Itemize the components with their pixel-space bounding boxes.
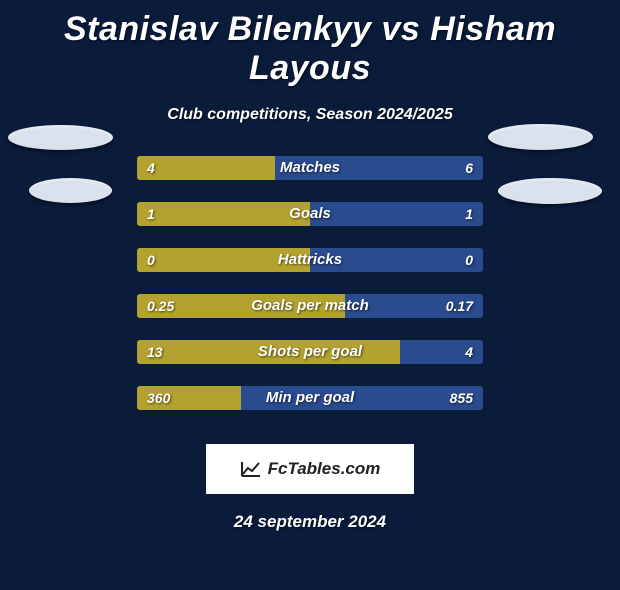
stat-row: Hattricks00	[0, 248, 620, 294]
page-subtitle: Club competitions, Season 2024/2025	[0, 106, 620, 124]
stat-value-right: 0	[465, 248, 473, 272]
page-title: Stanislav Bilenkyy vs Hisham Layous	[0, 10, 620, 88]
stat-value-right: 1	[465, 202, 473, 226]
stat-row: Goals per match0.250.17	[0, 294, 620, 340]
bar-track	[137, 294, 483, 318]
stat-value-left: 4	[147, 156, 155, 180]
date-label: 24 september 2024	[0, 512, 620, 532]
bar-right-fill	[310, 248, 483, 272]
stat-value-left: 0	[147, 248, 155, 272]
stat-value-right: 855	[450, 386, 473, 410]
avatar-placeholder	[8, 125, 113, 150]
bar-right-fill	[241, 386, 483, 410]
bar-track	[137, 386, 483, 410]
bar-track	[137, 202, 483, 226]
bar-track	[137, 248, 483, 272]
stat-row: Goals11	[0, 202, 620, 248]
bar-left-fill	[137, 340, 400, 364]
stat-value-left: 13	[147, 340, 163, 364]
avatar-placeholder	[498, 178, 602, 204]
chart-icon	[240, 460, 262, 478]
stat-value-left: 1	[147, 202, 155, 226]
bar-track	[137, 340, 483, 364]
stat-value-right: 6	[465, 156, 473, 180]
bar-left-fill	[137, 202, 310, 226]
avatar-placeholder	[488, 124, 593, 150]
bar-right-fill	[310, 202, 483, 226]
bar-left-fill	[137, 156, 275, 180]
stat-value-left: 0.25	[147, 294, 174, 318]
bar-right-fill	[275, 156, 483, 180]
stat-row: Shots per goal134	[0, 340, 620, 386]
bar-left-fill	[137, 248, 310, 272]
stat-row: Min per goal360855	[0, 386, 620, 432]
avatar-placeholder	[29, 178, 112, 203]
stat-value-right: 4	[465, 340, 473, 364]
stat-value-left: 360	[147, 386, 170, 410]
stat-value-right: 0.17	[446, 294, 473, 318]
bar-track	[137, 156, 483, 180]
logo-text: FcTables.com	[268, 459, 381, 479]
fctables-logo: FcTables.com	[206, 444, 414, 494]
